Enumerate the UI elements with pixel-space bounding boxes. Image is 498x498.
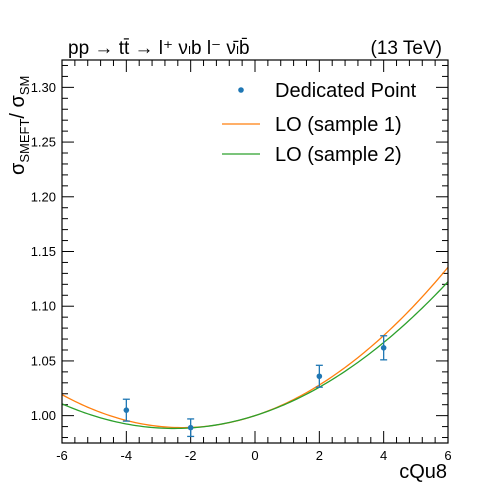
y-axis-label-divider: / σ — [7, 94, 29, 118]
x-tick-label: -6 — [56, 448, 68, 463]
x-tick-label: 2 — [316, 448, 323, 463]
legend-label-dedicated-point: Dedicated Point — [275, 80, 417, 102]
series-line-2 — [61, 281, 449, 430]
plot-frame — [61, 59, 449, 444]
y-tick-label: 1.05 — [31, 353, 56, 368]
y-tick-label: 1.25 — [31, 135, 56, 150]
y-tick-label: 1.00 — [31, 408, 56, 423]
y-tick-label: 1.10 — [31, 299, 56, 314]
y-tick-labels: 1.00 1.05 1.10 1.15 1.20 1.25 1.30 — [31, 80, 56, 423]
chart-title-process: pp → tt̄ → l⁺ νₗb l⁻ ν̄ₗb̄ — [68, 38, 250, 59]
x-tick-label: 4 — [380, 448, 387, 463]
series-curves — [61, 266, 449, 430]
y-tick-label: 1.15 — [31, 244, 56, 259]
y-axis-label-sigma: σ — [7, 162, 29, 175]
chart-title-energy: (13 TeV) — [371, 38, 442, 59]
legend: Dedicated Point LO (sample 1) LO (sample… — [222, 80, 417, 166]
x-tick-label: 0 — [251, 448, 258, 463]
legend-label-sample-1: LO (sample 1) — [275, 114, 402, 136]
x-axis-label: cQu8 — [399, 461, 447, 483]
x-tick-labels: -6 -4 -2 0 2 4 6 — [56, 448, 451, 463]
series-line-1 — [61, 266, 449, 429]
x-tick-label: 6 — [444, 448, 451, 463]
data-point — [380, 344, 387, 351]
x-tick-label: -2 — [185, 448, 197, 463]
y-tick-label: 1.20 — [31, 189, 56, 204]
legend-marker-dedicated-point — [238, 87, 244, 93]
y-axis-label: σSMEFT/ σSM — [7, 76, 32, 175]
x-tick-label: -4 — [121, 448, 133, 463]
data-points — [122, 335, 388, 438]
data-point — [123, 407, 130, 413]
data-point — [187, 424, 194, 431]
data-point — [316, 373, 323, 380]
legend-label-sample-2: LO (sample 2) — [275, 144, 402, 166]
y-axis-label-sub-smeft: SMEFT — [17, 119, 32, 163]
y-tick-label: 1.30 — [31, 80, 56, 95]
y-axis-label-sub-sm: SM — [17, 76, 32, 96]
